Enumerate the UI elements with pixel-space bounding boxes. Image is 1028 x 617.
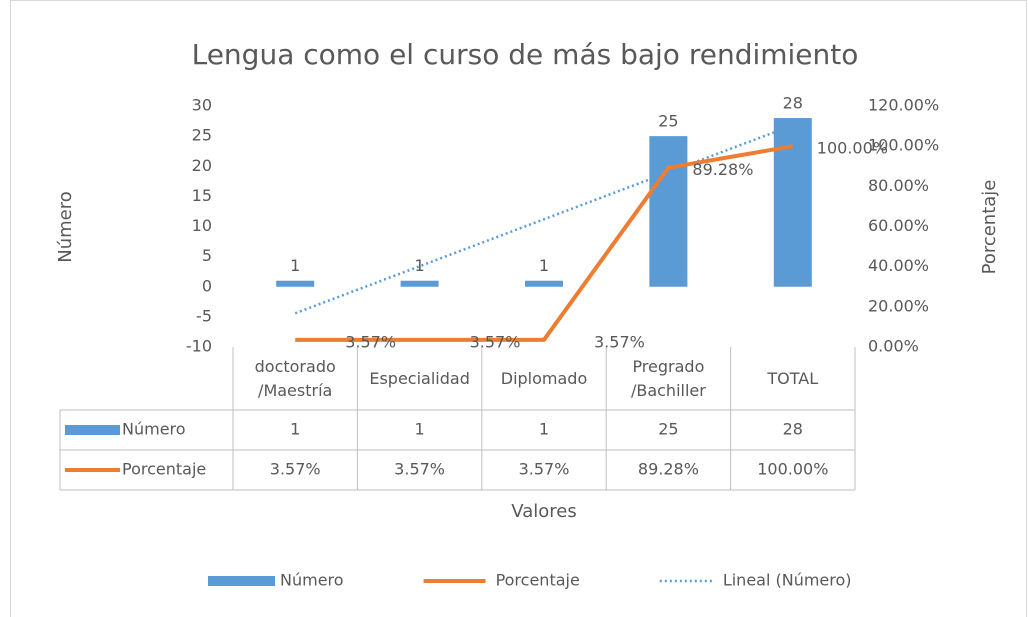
y2-tick-label: 100.00% <box>868 136 939 155</box>
data-label: 3.57% <box>345 332 396 351</box>
data-label: 3.57% <box>594 332 645 351</box>
y-tick-label: -10 <box>186 337 212 356</box>
table-cell: 100.00% <box>757 460 828 479</box>
table-cell: 1 <box>539 420 549 439</box>
y-tick-label: 0 <box>202 276 212 295</box>
y2-tick-label: 20.00% <box>868 296 929 315</box>
data-label: 89.28% <box>692 160 753 179</box>
trendline <box>294 124 794 315</box>
data-label: 28 <box>783 94 803 113</box>
y-tick-label: 5 <box>202 246 212 265</box>
x-axis-title: Valores <box>511 501 576 522</box>
x-tick-label: Diplomado <box>501 369 588 388</box>
y-tick-label: -5 <box>196 306 212 325</box>
bar <box>649 136 688 287</box>
bar <box>773 118 812 287</box>
legend-label: Número <box>280 571 344 590</box>
table-cell: 25 <box>658 420 678 439</box>
table-cell: 28 <box>783 420 803 439</box>
legend-key <box>208 576 275 586</box>
table-cell: 1 <box>415 420 425 439</box>
data-label: 1 <box>539 256 549 275</box>
x-tick-label: Especialidad <box>369 369 470 388</box>
legend-label: Lineal (Número) <box>723 571 852 590</box>
table-cell: 3.57% <box>394 460 445 479</box>
data-label: 1 <box>415 256 425 275</box>
x-tick-label: doctorado/Maestría <box>255 357 336 400</box>
chart-title: Lengua como el curso de más bajo rendimi… <box>192 38 859 71</box>
bar <box>525 280 563 287</box>
y-tick-label: 10 <box>192 216 212 235</box>
table-cell: 1 <box>290 420 300 439</box>
y-axis-title: Número <box>55 191 76 263</box>
x-tick-label: TOTAL <box>766 369 818 388</box>
x-tick-label: Pregrado/Bachiller <box>631 357 706 400</box>
y-tick-label: 20 <box>192 156 212 175</box>
table-cell: 3.57% <box>519 460 570 479</box>
data-label: 3.57% <box>470 332 521 351</box>
y2-tick-label: 120.00% <box>868 96 939 115</box>
y2-tick-label: 60.00% <box>868 216 929 235</box>
table-series-name: Número <box>122 420 186 439</box>
y-tick-label: 15 <box>192 186 212 205</box>
data-label: 25 <box>658 112 678 131</box>
y2-axis-title: Porcentaje <box>979 180 1000 275</box>
data-label: 1 <box>290 256 300 275</box>
table-series-name: Porcentaje <box>122 460 206 479</box>
bar <box>276 280 315 287</box>
table-legend-key <box>65 425 120 435</box>
y2-tick-label: 80.00% <box>868 176 929 195</box>
y-tick-label: 25 <box>192 126 212 145</box>
y2-tick-label: 0.00% <box>868 337 919 356</box>
legend-label: Porcentaje <box>496 571 580 590</box>
bar <box>400 280 439 287</box>
y-tick-label: 30 <box>192 96 212 115</box>
table-cell: 3.57% <box>270 460 321 479</box>
table-cell: 89.28% <box>638 460 699 479</box>
line-series <box>295 144 794 342</box>
data-label: 100.00% <box>817 139 888 158</box>
y2-tick-label: 40.00% <box>868 256 929 275</box>
chart-border <box>10 0 1027 617</box>
